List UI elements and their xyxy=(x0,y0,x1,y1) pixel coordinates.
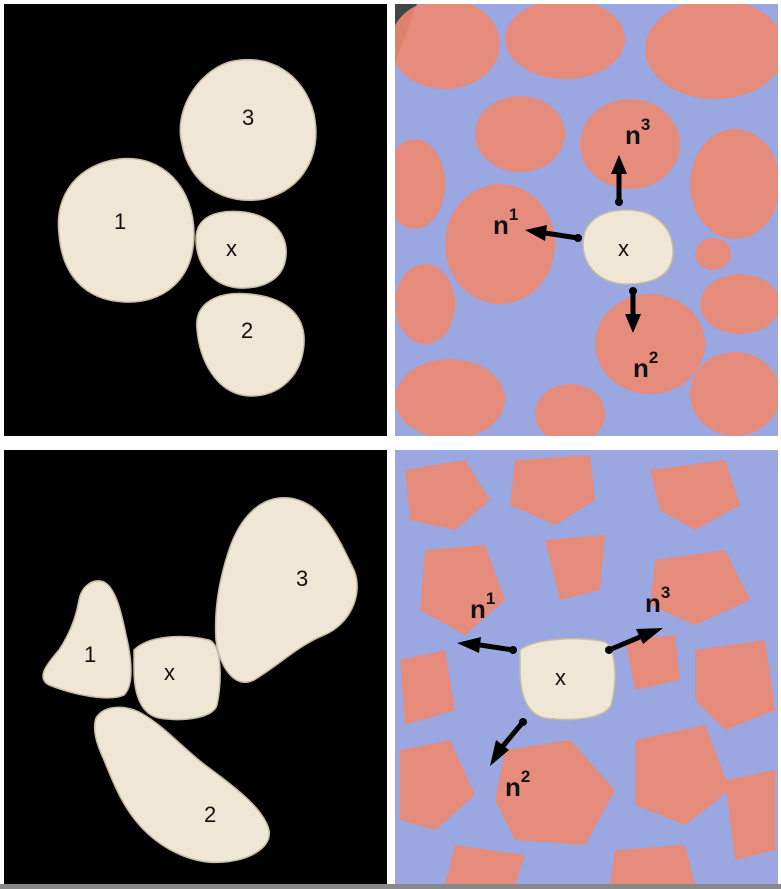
grain-x xyxy=(195,210,287,289)
grains-render-top: 3 1 x 2 xyxy=(57,58,317,397)
panel-top-right: x n3 n1 n2 xyxy=(395,4,778,436)
panel-bottom-left: 3 1 x 2 xyxy=(4,450,387,884)
normal-arrow-3 xyxy=(605,628,663,654)
grains-render-bottom: 3 1 x 2 xyxy=(42,497,358,864)
normal-label-1: n1 xyxy=(470,589,495,624)
normal-label-3: n3 xyxy=(645,583,670,618)
bottom-divider xyxy=(0,884,781,889)
normal-label-1: n1 xyxy=(493,205,518,240)
grain-3 xyxy=(179,58,317,201)
normal-arrow-1 xyxy=(525,225,582,242)
normal-label-3: n3 xyxy=(625,115,650,150)
grain-2 xyxy=(93,706,270,864)
normal-arrow-2 xyxy=(625,287,641,333)
grain-label-3: 3 xyxy=(242,105,254,130)
grain-label-3: 3 xyxy=(296,566,308,591)
normal-arrow-3 xyxy=(611,155,627,206)
grain-label-x: x xyxy=(226,236,237,261)
normal-arrow-2 xyxy=(490,718,527,766)
normal-label-2: n2 xyxy=(633,348,658,383)
grain-3 xyxy=(214,497,358,683)
panel-top-left: 3 1 x 2 xyxy=(4,4,387,436)
grain-label-2: 2 xyxy=(241,318,253,343)
normal-arrow-1 xyxy=(457,637,517,654)
grain-label-2: 2 xyxy=(204,802,216,827)
panel-bottom-right: x n1 n3 n2 xyxy=(395,450,778,884)
grain-label-1: 1 xyxy=(114,209,126,234)
grain-1 xyxy=(42,580,132,699)
grain-label-x: x xyxy=(618,236,629,261)
grain-x xyxy=(519,638,616,721)
grain-2 xyxy=(196,292,305,397)
normal-label-2: n2 xyxy=(505,767,530,802)
field-map-bottom: x n1 n3 n2 xyxy=(395,450,778,884)
grain-label-x: x xyxy=(555,665,566,690)
grain-x xyxy=(133,635,221,721)
grain-x xyxy=(582,209,674,285)
grain-label-1: 1 xyxy=(84,642,96,667)
grain-1 xyxy=(57,157,195,303)
grain-label-x: x xyxy=(164,660,175,685)
field-map-top: x n3 n1 n2 xyxy=(395,4,778,436)
